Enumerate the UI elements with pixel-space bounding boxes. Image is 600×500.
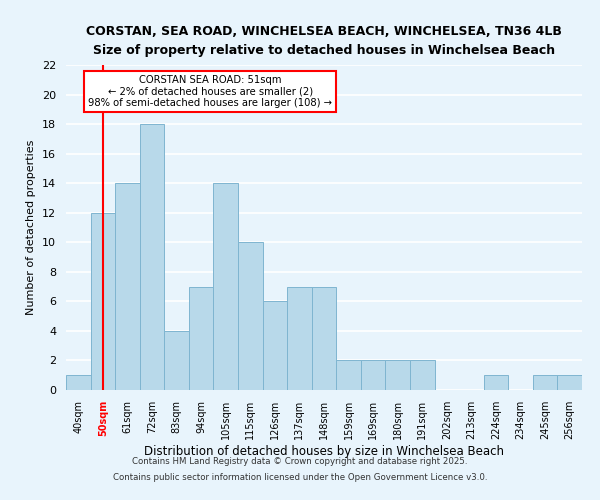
Bar xyxy=(385,360,410,390)
Bar xyxy=(410,360,434,390)
Bar xyxy=(361,360,385,390)
Bar xyxy=(164,331,189,390)
Bar xyxy=(189,286,214,390)
Text: CORSTAN SEA ROAD: 51sqm
← 2% of detached houses are smaller (2)
98% of semi-deta: CORSTAN SEA ROAD: 51sqm ← 2% of detached… xyxy=(88,74,332,108)
Bar xyxy=(533,375,557,390)
Text: Contains public sector information licensed under the Open Government Licence v3: Contains public sector information licen… xyxy=(113,472,487,482)
Bar xyxy=(91,212,115,390)
Bar xyxy=(214,183,238,390)
Text: Contains HM Land Registry data © Crown copyright and database right 2025.: Contains HM Land Registry data © Crown c… xyxy=(132,458,468,466)
Bar xyxy=(66,375,91,390)
Bar xyxy=(557,375,582,390)
Bar xyxy=(312,286,336,390)
Bar xyxy=(484,375,508,390)
Bar xyxy=(115,183,140,390)
Bar xyxy=(263,302,287,390)
Bar xyxy=(238,242,263,390)
Y-axis label: Number of detached properties: Number of detached properties xyxy=(26,140,37,315)
Bar xyxy=(140,124,164,390)
Title: CORSTAN, SEA ROAD, WINCHELSEA BEACH, WINCHELSEA, TN36 4LB
Size of property relat: CORSTAN, SEA ROAD, WINCHELSEA BEACH, WIN… xyxy=(86,25,562,57)
Bar xyxy=(287,286,312,390)
X-axis label: Distribution of detached houses by size in Winchelsea Beach: Distribution of detached houses by size … xyxy=(144,444,504,458)
Bar xyxy=(336,360,361,390)
